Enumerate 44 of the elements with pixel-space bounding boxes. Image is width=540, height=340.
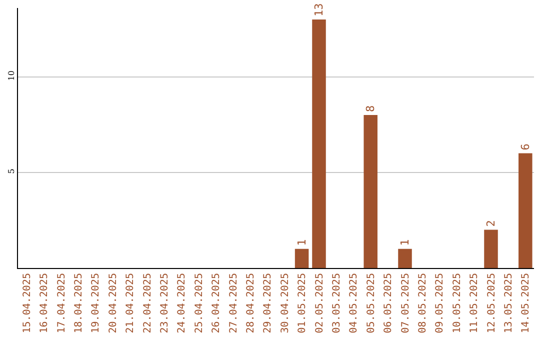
- x-tick-label: 10.05.2025: [452, 273, 463, 334]
- bar: [518, 153, 532, 268]
- x-tick-label: 15.04.2025: [22, 273, 33, 334]
- x-tick-label: 01.05.2025: [297, 273, 308, 334]
- x-tick-label: 22.04.2025: [142, 273, 154, 334]
- x-tick-label: 29.04.2025: [262, 273, 274, 334]
- x-tick-label: 07.05.2025: [400, 273, 412, 334]
- x-tick-label: 19.04.2025: [90, 273, 102, 334]
- x-tick-label: 23.04.2025: [159, 273, 170, 334]
- x-tick-label: 20.04.2025: [108, 273, 119, 334]
- bar: [364, 115, 378, 268]
- x-tick-label: 03.05.2025: [331, 273, 342, 334]
- x-tick-label: 13.05.2025: [503, 273, 514, 334]
- x-tick-label: 30.04.2025: [280, 273, 291, 334]
- x-tick-label: 25.04.2025: [194, 273, 205, 334]
- x-tick-label: 14.05.2025: [520, 273, 532, 334]
- y-tick-label: 10: [6, 70, 16, 81]
- x-tick-label: 08.05.2025: [417, 273, 428, 334]
- data-label: 2: [484, 220, 498, 227]
- x-tick-label: 02.05.2025: [314, 273, 326, 334]
- x-tick-label: 05.05.2025: [366, 273, 377, 334]
- bar: [294, 248, 309, 268]
- x-tick-label: 11.05.2025: [469, 273, 480, 334]
- x-tick-label: 17.04.2025: [56, 273, 68, 334]
- data-label: 8: [364, 105, 378, 112]
- data-label: 1: [398, 239, 412, 246]
- x-tick-label: 12.05.2025: [486, 273, 498, 334]
- bar: [312, 19, 326, 268]
- data-label: 6: [518, 144, 532, 150]
- x-tick-label: 28.04.2025: [245, 273, 256, 334]
- bar: [398, 248, 412, 268]
- x-tick-label: 24.04.2025: [176, 273, 188, 334]
- x-tick-label: 04.05.2025: [348, 273, 360, 334]
- x-tick-label: 21.04.2025: [125, 273, 136, 334]
- y-tick-label: 5: [6, 168, 16, 174]
- x-tick-label: 26.04.2025: [211, 273, 222, 334]
- data-label: 1: [295, 239, 308, 246]
- data-label: 13: [312, 3, 326, 16]
- x-tick-label: 18.04.2025: [73, 273, 84, 334]
- x-tick-label: 16.04.2025: [39, 273, 50, 334]
- x-tick-label: 06.05.2025: [383, 273, 394, 334]
- x-tick-label: 09.05.2025: [434, 273, 446, 334]
- bar: [484, 230, 498, 268]
- x-tick-label: 27.04.2025: [228, 273, 240, 334]
